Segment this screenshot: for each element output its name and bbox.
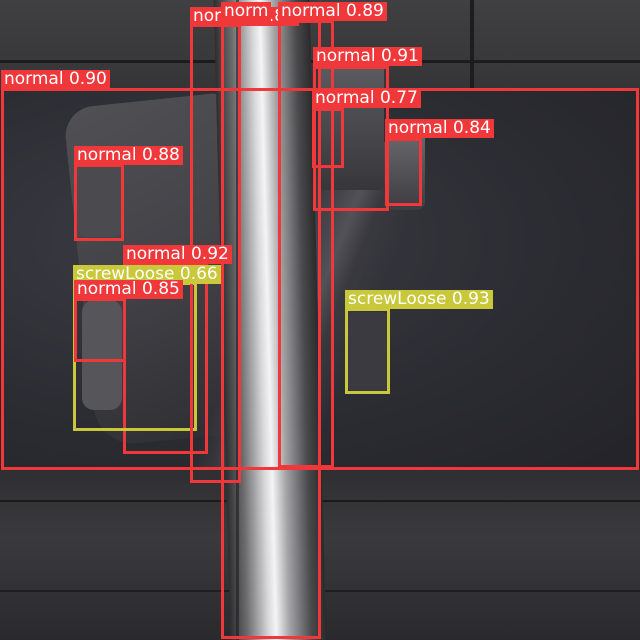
detection-label: normal 0.85 [74,280,183,299]
detection-label: normal 0.89 [278,2,387,21]
detection-label: screwLoose 0.66 [73,265,221,284]
bolt-right [348,312,388,392]
clamp-right [385,130,425,210]
detection-box [345,308,390,394]
bolt-left [78,165,122,237]
detection-label: normal 0.88 [74,146,183,165]
detection-label: normal 0.91 [313,47,422,66]
bolt-lower [82,300,122,410]
detection-box [385,138,422,206]
rail-edge [236,0,239,640]
detection-box [74,164,124,241]
detection-box [312,108,344,168]
detection-box [278,20,334,468]
detection-label: normal 0.84 [385,119,494,138]
panel-seam-vertical [470,0,474,90]
detection-label: normal 0.90 [1,70,110,89]
detection-label: normal 0.92 [123,245,232,264]
clamp-top [318,60,384,190]
detection-label: screwLoose 0.93 [345,290,493,309]
detection-label: normal 0.77 [312,89,421,108]
detection-box [74,298,126,362]
detection-label: norm [221,2,272,21]
